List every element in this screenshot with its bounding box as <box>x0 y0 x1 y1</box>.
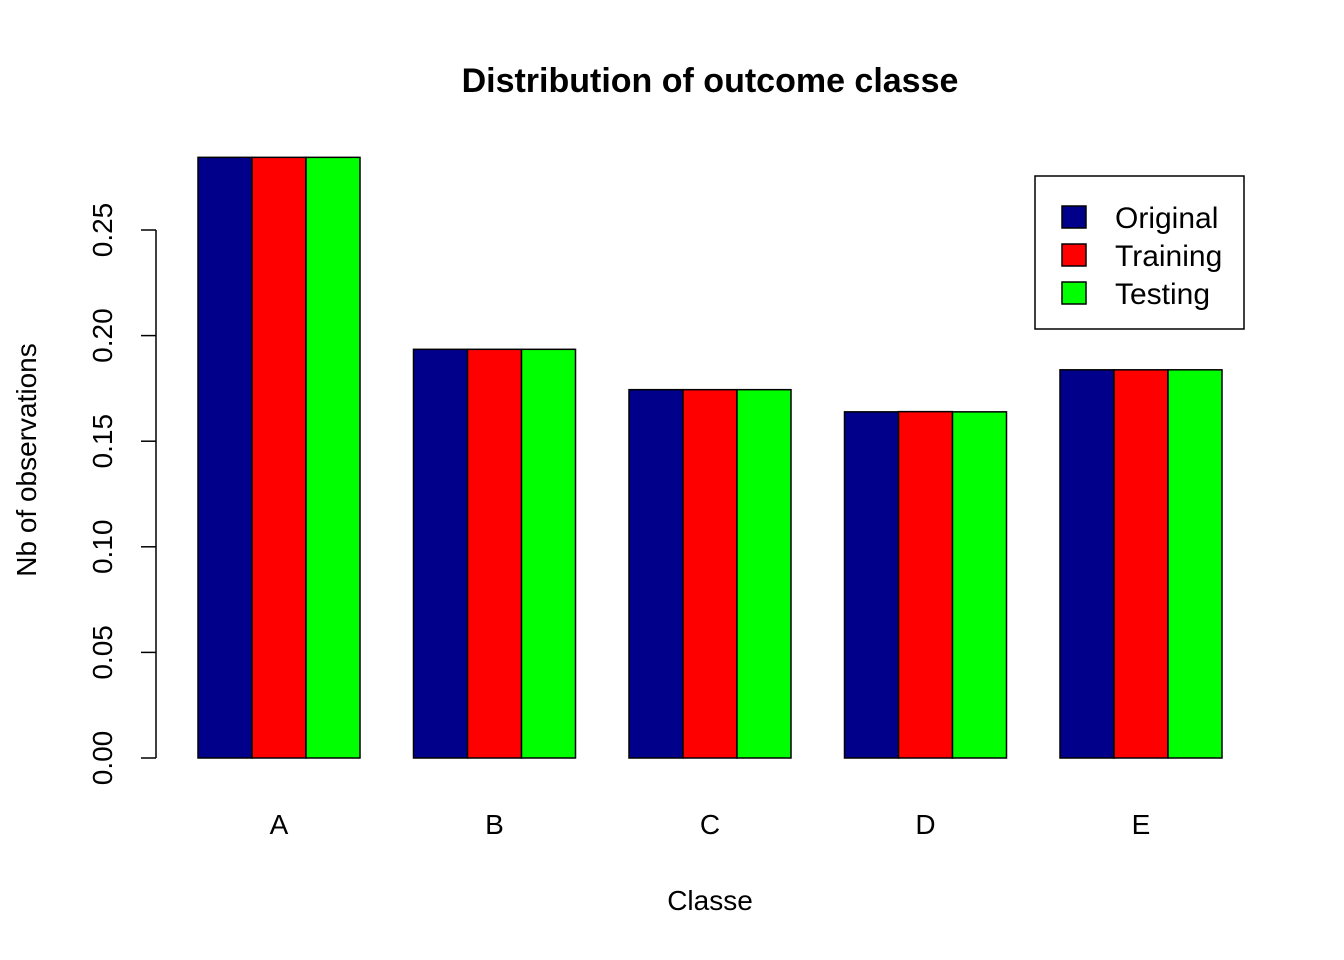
bar-b-training <box>466 348 523 759</box>
x-tick-label-a: A <box>270 809 289 840</box>
y-axis-label: Nb of observations <box>11 343 42 576</box>
bar-c-training <box>682 388 738 759</box>
bar-a-testing <box>305 156 361 759</box>
bar-b-testing <box>520 348 577 759</box>
bar-e-training <box>1113 369 1169 759</box>
bar-a-training <box>251 156 307 759</box>
y-tick-label: 0.10 <box>87 520 118 575</box>
bars <box>197 156 1223 759</box>
x-tick-label-d: D <box>915 809 935 840</box>
x-tick-labels: A B C D E <box>270 809 1151 840</box>
bar-b-original <box>412 348 469 759</box>
y-tick-label: 0.25 <box>87 203 118 258</box>
bar-d-training <box>897 410 954 759</box>
x-tick-label-b: B <box>485 809 504 840</box>
legend-swatch-original <box>1061 205 1087 229</box>
legend-label-training: Training <box>1115 240 1222 273</box>
legend-swatch-training <box>1061 243 1087 267</box>
bar-d-testing <box>951 411 1008 759</box>
x-tick-label-e: E <box>1132 809 1151 840</box>
bar-d-original <box>843 411 900 759</box>
legend: Original Training Testing <box>1034 175 1245 330</box>
y-tick-label: 0.15 <box>87 414 118 469</box>
y-axis: 0.00 0.05 0.10 0.15 0.20 0.25 <box>87 203 157 786</box>
bar-e-testing <box>1167 369 1223 759</box>
chart-title: Distribution of outcome classe <box>462 62 959 100</box>
bar-c-testing <box>736 388 792 759</box>
legend-label-original: Original <box>1115 202 1218 235</box>
y-tick-label: 0.20 <box>87 308 118 363</box>
bar-a-original <box>197 156 253 759</box>
bar-c-original <box>628 388 684 759</box>
y-tick-label: 0.00 <box>87 731 118 786</box>
legend-label-testing: Testing <box>1115 278 1210 311</box>
bar-e-original <box>1059 369 1115 759</box>
x-tick-label-c: C <box>700 809 720 840</box>
x-axis-label: Classe <box>667 885 753 916</box>
legend-swatch-testing <box>1061 281 1087 305</box>
y-tick-label: 0.05 <box>87 625 118 680</box>
